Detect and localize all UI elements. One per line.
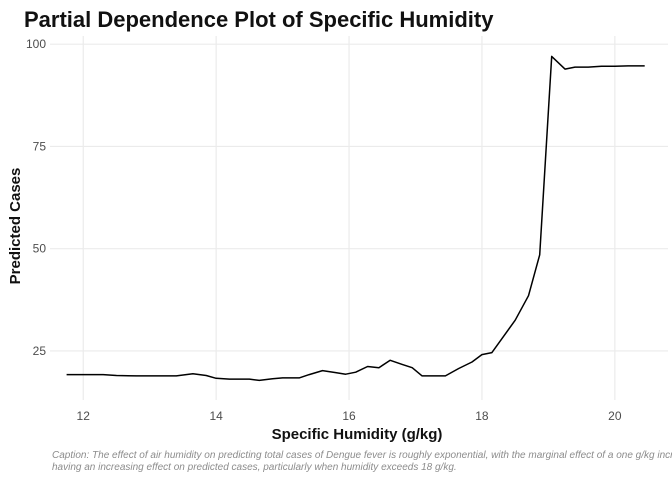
caption-line-1: Caption: The effect of air humidity on p… — [52, 450, 672, 461]
y-axis-title: Predicted Cases — [7, 168, 24, 285]
x-tick-label: 16 — [342, 409, 356, 423]
y-tick-label: 75 — [33, 139, 47, 153]
tick-labels: 12 14 16 18 20 25 50 75 100 — [26, 37, 622, 423]
series-line — [66, 55, 645, 382]
x-tick-label: 20 — [608, 409, 622, 423]
x-tick-label: 18 — [475, 409, 489, 423]
grid-layer — [50, 36, 668, 400]
chart-title: Partial Dependence Plot of Specific Humi… — [24, 7, 494, 32]
y-tick-label: 50 — [33, 242, 47, 256]
caption-line-2: having an increasing effect on predicted… — [52, 462, 457, 473]
x-axis-title: Specific Humidity (g/kg) — [272, 426, 443, 443]
x-tick-label: 12 — [77, 409, 91, 423]
x-tick-label: 14 — [209, 409, 223, 423]
y-tick-label: 100 — [26, 37, 46, 51]
y-tick-label: 25 — [33, 344, 47, 358]
